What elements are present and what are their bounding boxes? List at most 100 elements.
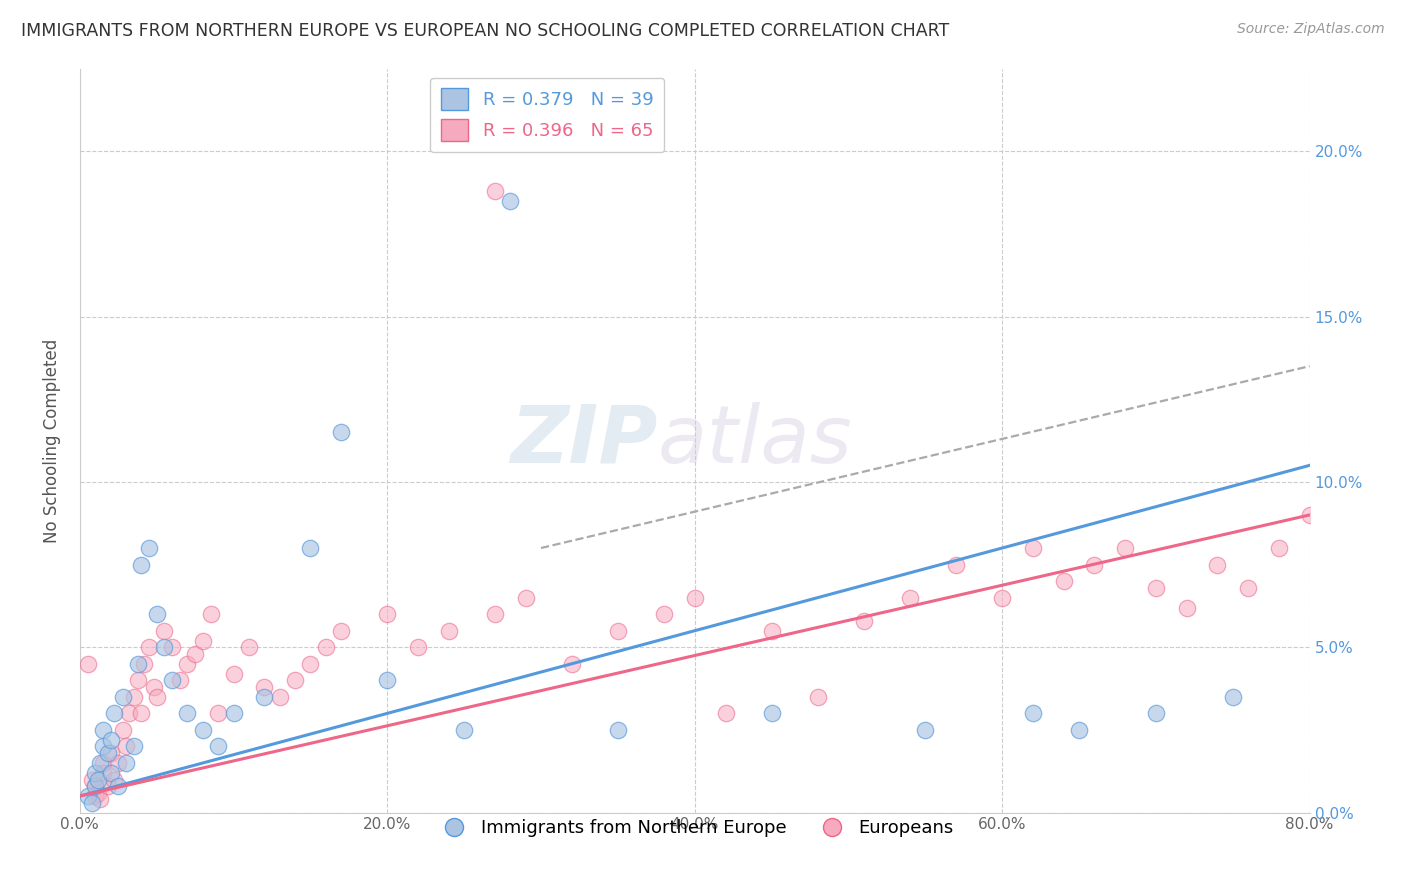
Point xyxy=(103,706,125,721)
Point xyxy=(127,673,149,688)
Point xyxy=(89,792,111,806)
Point xyxy=(761,624,783,638)
Point xyxy=(160,640,183,655)
Point xyxy=(1144,581,1167,595)
Point xyxy=(375,607,398,622)
Point xyxy=(91,739,114,754)
Point xyxy=(91,765,114,780)
Point xyxy=(87,772,110,787)
Point xyxy=(606,624,628,638)
Point xyxy=(89,756,111,770)
Point xyxy=(122,690,145,704)
Point xyxy=(91,723,114,737)
Point xyxy=(299,541,322,555)
Point xyxy=(184,647,207,661)
Point xyxy=(253,690,276,704)
Point xyxy=(1298,508,1320,522)
Point xyxy=(714,706,737,721)
Point xyxy=(84,765,107,780)
Point xyxy=(284,673,307,688)
Point xyxy=(127,657,149,671)
Point xyxy=(238,640,260,655)
Point xyxy=(153,624,176,638)
Point xyxy=(1067,723,1090,737)
Point xyxy=(406,640,429,655)
Point xyxy=(100,765,122,780)
Point xyxy=(82,772,104,787)
Text: atlas: atlas xyxy=(658,401,852,480)
Point xyxy=(898,591,921,605)
Point xyxy=(453,723,475,737)
Point xyxy=(131,706,153,721)
Point xyxy=(115,739,138,754)
Point xyxy=(561,657,583,671)
Point xyxy=(84,779,107,793)
Point xyxy=(1114,541,1136,555)
Point xyxy=(191,633,214,648)
Legend: Immigrants from Northern Europe, Europeans: Immigrants from Northern Europe, Europea… xyxy=(429,812,962,845)
Point xyxy=(1268,541,1291,555)
Point xyxy=(1022,706,1045,721)
Point xyxy=(269,690,291,704)
Point xyxy=(652,607,675,622)
Point xyxy=(131,558,153,572)
Point xyxy=(852,614,875,628)
Point xyxy=(200,607,222,622)
Point xyxy=(103,772,125,787)
Point xyxy=(191,723,214,737)
Point xyxy=(87,786,110,800)
Point xyxy=(1022,541,1045,555)
Point xyxy=(96,779,118,793)
Point xyxy=(115,756,138,770)
Point xyxy=(807,690,830,704)
Point xyxy=(1053,574,1076,588)
Point xyxy=(138,541,160,555)
Point xyxy=(96,746,118,760)
Point xyxy=(761,706,783,721)
Point xyxy=(100,732,122,747)
Y-axis label: No Schooling Completed: No Schooling Completed xyxy=(44,338,60,542)
Point xyxy=(222,706,245,721)
Point xyxy=(1175,600,1198,615)
Point xyxy=(207,739,229,754)
Point xyxy=(683,591,706,605)
Point xyxy=(484,184,506,198)
Point xyxy=(82,796,104,810)
Point xyxy=(484,607,506,622)
Point xyxy=(111,690,134,704)
Point xyxy=(84,789,107,803)
Point xyxy=(145,690,167,704)
Point xyxy=(153,640,176,655)
Point xyxy=(134,657,156,671)
Point xyxy=(1222,690,1244,704)
Point xyxy=(330,624,353,638)
Point xyxy=(991,591,1014,605)
Point xyxy=(111,723,134,737)
Point xyxy=(138,640,160,655)
Point xyxy=(499,194,522,208)
Point xyxy=(142,680,165,694)
Point xyxy=(1144,706,1167,721)
Point xyxy=(91,756,114,770)
Point xyxy=(76,789,98,803)
Point xyxy=(160,673,183,688)
Point xyxy=(122,739,145,754)
Point xyxy=(76,657,98,671)
Point xyxy=(100,746,122,760)
Point xyxy=(515,591,537,605)
Point xyxy=(145,607,167,622)
Text: Source: ZipAtlas.com: Source: ZipAtlas.com xyxy=(1237,22,1385,37)
Point xyxy=(169,673,191,688)
Point xyxy=(375,673,398,688)
Point xyxy=(299,657,322,671)
Point xyxy=(606,723,628,737)
Point xyxy=(1206,558,1229,572)
Text: ZIP: ZIP xyxy=(510,401,658,480)
Point xyxy=(207,706,229,721)
Point xyxy=(330,425,353,440)
Point xyxy=(84,779,107,793)
Point xyxy=(107,779,129,793)
Point xyxy=(253,680,276,694)
Point xyxy=(914,723,936,737)
Text: IMMIGRANTS FROM NORTHERN EUROPE VS EUROPEAN NO SCHOOLING COMPLETED CORRELATION C: IMMIGRANTS FROM NORTHERN EUROPE VS EUROP… xyxy=(21,22,949,40)
